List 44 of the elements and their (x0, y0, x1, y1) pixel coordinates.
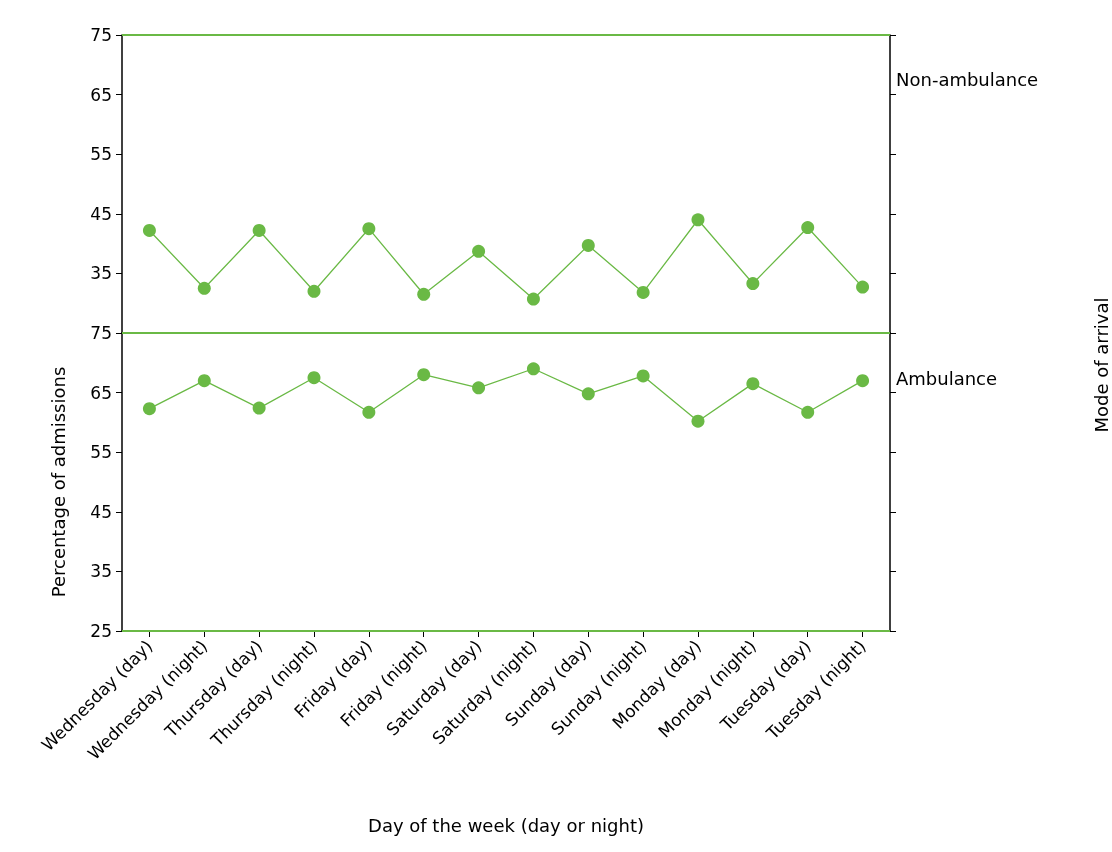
series-label: Ambulance (896, 367, 998, 389)
point (472, 244, 486, 258)
point (691, 213, 705, 227)
point (801, 221, 815, 234)
point (252, 223, 266, 237)
point (746, 377, 760, 391)
point (856, 374, 870, 388)
point (746, 277, 760, 291)
text: Non-ambulance (896, 68, 1039, 90)
point (197, 374, 211, 388)
y-tick-label: 65 (90, 382, 112, 403)
point (636, 285, 650, 299)
point (581, 238, 595, 252)
y-tick-label: 55 (90, 144, 112, 165)
point (362, 405, 376, 419)
point (252, 401, 266, 415)
y-tick-label: 75 (90, 323, 112, 343)
y-tick-label: 35 (90, 263, 112, 284)
point (526, 362, 540, 376)
y-tick-label: 55 (90, 442, 112, 463)
point (856, 280, 870, 294)
point (307, 284, 321, 298)
point (636, 369, 650, 383)
point (691, 414, 705, 428)
point (307, 371, 321, 385)
y-tick-label: 75 (90, 25, 112, 45)
point (142, 223, 156, 237)
point (142, 402, 156, 416)
y-tick-label: 35 (90, 561, 112, 582)
point (197, 281, 211, 295)
y-tick-label: 45 (90, 501, 112, 522)
point (362, 222, 376, 236)
point (417, 287, 431, 301)
x-axis-title: Day of the week (day or night) (368, 814, 644, 836)
y-tick-label: 45 (90, 203, 112, 224)
point (417, 368, 431, 382)
y-axis-title: Percentage of admissions (47, 366, 69, 598)
point (581, 387, 595, 401)
point (526, 292, 540, 306)
point (472, 381, 486, 395)
text: Mode of arrival (1090, 297, 1112, 433)
y-tick-label: 25 (90, 621, 112, 641)
point (801, 405, 815, 419)
y-tick-label: 65 (90, 84, 112, 105)
